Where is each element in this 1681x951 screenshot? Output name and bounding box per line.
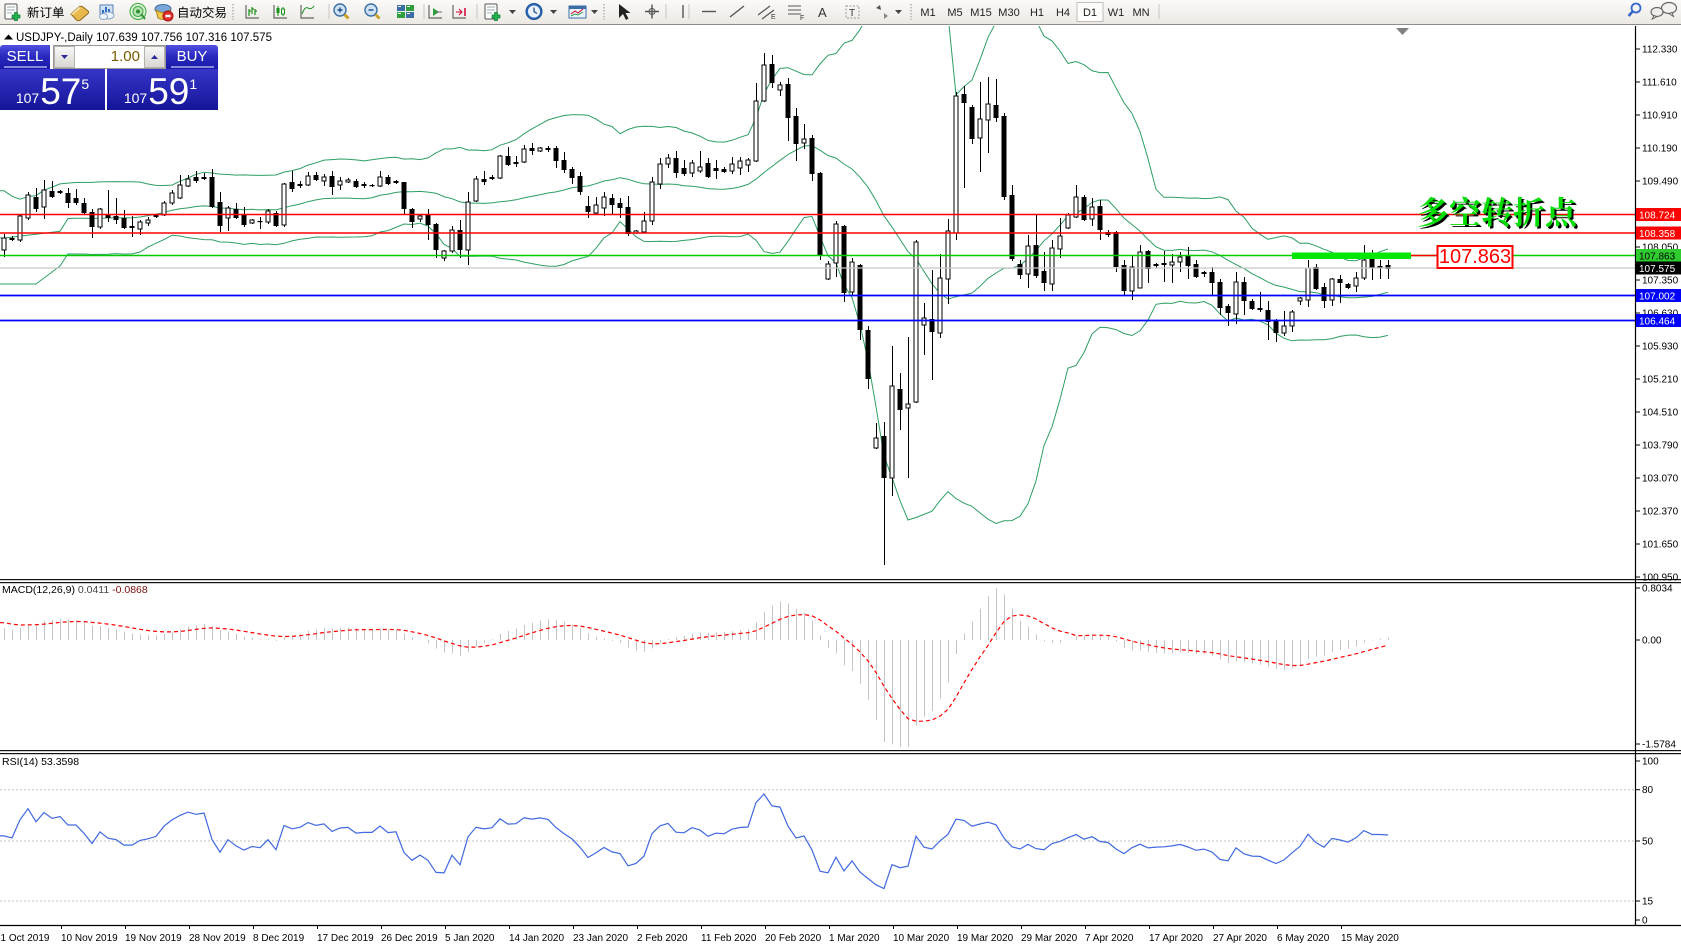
svg-text:110.190: 110.190 xyxy=(1642,144,1678,155)
svg-text:7 Apr 2020: 7 Apr 2020 xyxy=(1085,933,1134,944)
svg-text:10 Mar 2020: 10 Mar 2020 xyxy=(893,933,950,944)
svg-text:MN: MN xyxy=(1132,7,1149,19)
svg-text:0.8034: 0.8034 xyxy=(1642,584,1673,595)
svg-text:112.330: 112.330 xyxy=(1642,45,1678,56)
svg-text:27 Apr 2020: 27 Apr 2020 xyxy=(1213,933,1267,944)
svg-text:50: 50 xyxy=(1642,837,1654,848)
svg-text:100.950: 100.950 xyxy=(1642,573,1679,584)
svg-text:108.724: 108.724 xyxy=(1639,211,1676,222)
svg-text:6 May 2020: 6 May 2020 xyxy=(1277,933,1330,944)
svg-text:A: A xyxy=(818,5,827,20)
svg-text:105.210: 105.210 xyxy=(1642,375,1679,386)
svg-text:31 Oct 2019: 31 Oct 2019 xyxy=(0,933,50,944)
svg-text:103.790: 103.790 xyxy=(1642,441,1679,452)
svg-text:102.370: 102.370 xyxy=(1642,507,1679,518)
svg-text:101.650: 101.650 xyxy=(1642,540,1679,551)
svg-text:105.930: 105.930 xyxy=(1642,342,1679,353)
svg-text:107.575: 107.575 xyxy=(1639,264,1676,275)
svg-text:15: 15 xyxy=(1642,897,1654,908)
svg-text:26 Dec 2019: 26 Dec 2019 xyxy=(381,933,438,944)
svg-text:29 Mar 2020: 29 Mar 2020 xyxy=(1021,933,1078,944)
svg-text:-1.5784: -1.5784 xyxy=(1642,740,1676,751)
svg-text:110.910: 110.910 xyxy=(1642,111,1678,122)
svg-text:0: 0 xyxy=(1642,916,1648,927)
svg-text:20 Feb 2020: 20 Feb 2020 xyxy=(765,933,822,944)
svg-text:2 Feb 2020: 2 Feb 2020 xyxy=(637,933,688,944)
svg-text:108.050: 108.050 xyxy=(1642,243,1679,254)
svg-text:17 Dec 2019: 17 Dec 2019 xyxy=(317,933,374,944)
svg-text:107.002: 107.002 xyxy=(1639,292,1676,303)
svg-text:0.00: 0.00 xyxy=(1642,636,1662,647)
svg-text:M15: M15 xyxy=(970,7,991,19)
svg-text:23 Jan 2020: 23 Jan 2020 xyxy=(573,933,628,944)
svg-text:11 Feb 2020: 11 Feb 2020 xyxy=(701,933,757,944)
svg-text:111.610: 111.610 xyxy=(1642,78,1677,89)
svg-text:108.358: 108.358 xyxy=(1639,229,1676,240)
svg-text:H1: H1 xyxy=(1030,7,1044,19)
svg-text:M1: M1 xyxy=(920,7,935,19)
svg-text:100: 100 xyxy=(1642,757,1659,768)
svg-text:W1: W1 xyxy=(1108,7,1125,19)
svg-text:106.464: 106.464 xyxy=(1639,317,1676,328)
svg-text:103.070: 103.070 xyxy=(1642,474,1679,485)
svg-text:USDJPY-,Daily 107.639 107.756: USDJPY-,Daily 107.639 107.756 107.316 10… xyxy=(16,32,272,44)
svg-text:10 Nov 2019: 10 Nov 2019 xyxy=(61,933,118,944)
svg-text:MACD(12,26,9) 0.0411 -0.0868: MACD(12,26,9) 0.0411 -0.0868 xyxy=(2,584,148,596)
svg-text:F: F xyxy=(800,15,804,22)
svg-text:107.863: 107.863 xyxy=(1439,246,1511,268)
svg-text:28 Nov 2019: 28 Nov 2019 xyxy=(189,933,246,944)
svg-text:109.490: 109.490 xyxy=(1642,177,1679,188)
svg-text:19 Mar 2020: 19 Mar 2020 xyxy=(957,933,1014,944)
svg-text:E: E xyxy=(771,14,776,21)
svg-text:RSI(14) 53.3598: RSI(14) 53.3598 xyxy=(2,756,79,768)
svg-text:80: 80 xyxy=(1642,785,1654,796)
svg-text:M30: M30 xyxy=(998,7,1019,19)
svg-text:T: T xyxy=(849,8,855,19)
svg-text:19 Nov 2019: 19 Nov 2019 xyxy=(125,933,182,944)
svg-text:M5: M5 xyxy=(947,7,962,19)
svg-text:107.863: 107.863 xyxy=(1639,252,1676,263)
svg-text:5 Jan 2020: 5 Jan 2020 xyxy=(445,933,495,944)
svg-text:8 Dec 2019: 8 Dec 2019 xyxy=(253,933,305,944)
svg-text:14 Jan 2020: 14 Jan 2020 xyxy=(509,933,564,944)
svg-text:15 May 2020: 15 May 2020 xyxy=(1341,933,1399,944)
svg-text:H4: H4 xyxy=(1056,7,1070,19)
svg-text:104.510: 104.510 xyxy=(1642,408,1679,419)
svg-text:D1: D1 xyxy=(1083,7,1097,19)
svg-text:17 Apr 2020: 17 Apr 2020 xyxy=(1149,933,1203,944)
svg-text:1 Mar 2020: 1 Mar 2020 xyxy=(829,933,880,944)
svg-text:107.350: 107.350 xyxy=(1642,276,1679,287)
